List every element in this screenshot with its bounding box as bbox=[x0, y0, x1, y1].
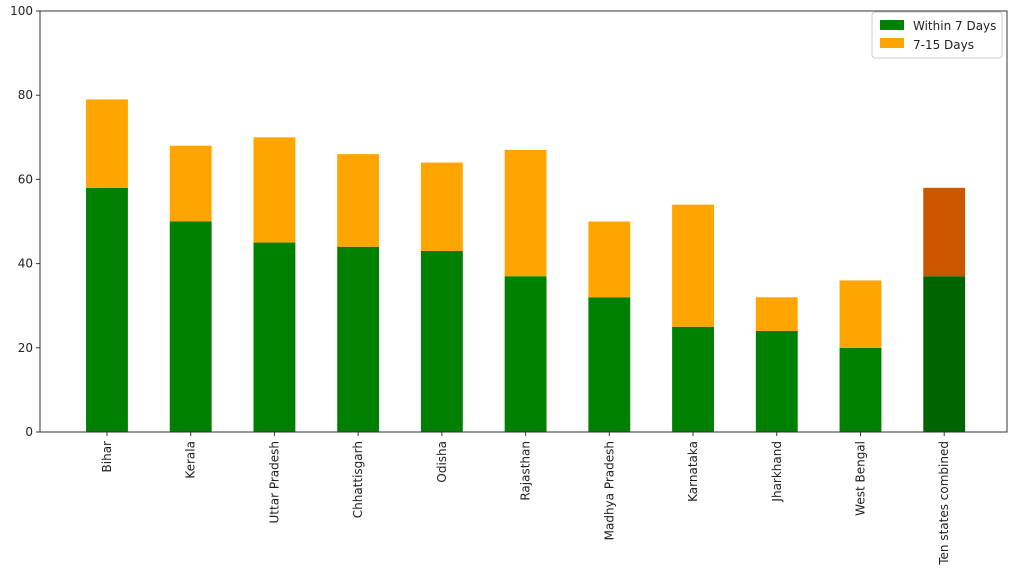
legend-box bbox=[871, 11, 1003, 59]
bar-odisha-within-7-days bbox=[420, 250, 463, 432]
bar-madhya-pradesh-within-7-days bbox=[588, 297, 631, 432]
y-tick-label-80: 80 bbox=[18, 88, 33, 102]
y-tick-label-40: 40 bbox=[18, 257, 33, 271]
bar-chhattisgarh-7-15-days bbox=[337, 154, 380, 247]
bar-uttar-pradesh-7-15-days bbox=[253, 137, 296, 243]
bar-west-bengal-7-15-days bbox=[839, 280, 882, 348]
x-tick-label-odisha: Odisha bbox=[435, 441, 449, 483]
bar-bihar-7-15-days bbox=[86, 99, 128, 188]
x-tick-label-uttar-pradesh: Uttar Pradesh bbox=[267, 441, 281, 523]
x-tick-label-rajasthan: Rajasthan bbox=[519, 441, 533, 501]
x-tick-label-karnataka: Karnataka bbox=[686, 441, 700, 502]
bar-rajasthan-within-7-days bbox=[504, 276, 547, 432]
x-tick-label-chhattisgarh: Chhattisgarh bbox=[351, 441, 365, 518]
x-tick-label-bihar: Bihar bbox=[100, 441, 114, 473]
legend-swatch-7-15-days bbox=[880, 38, 904, 48]
bar-jharkhand-within-7-days bbox=[755, 330, 798, 432]
x-tick-label-jharkhand: Jharkhand bbox=[770, 441, 784, 503]
y-tick-label-0: 0 bbox=[25, 425, 33, 439]
legend: Within 7 Days 7-15 Days bbox=[871, 11, 1003, 59]
legend-swatch-within-7-days bbox=[880, 20, 904, 30]
bar-bihar-within-7-days bbox=[86, 187, 128, 432]
bar-kerala-7-15-days bbox=[169, 145, 212, 222]
bar-karnataka-7-15-days bbox=[672, 204, 714, 327]
y-tick-label-100: 100 bbox=[10, 4, 33, 18]
x-axis: Bihar Kerala Uttar Pradesh Chhattisgarh Odis… bbox=[100, 432, 951, 566]
bar-chhattisgarh-within-7-days bbox=[337, 246, 380, 432]
x-tick-label-madhya-pradesh: Madhya Pradesh bbox=[602, 441, 616, 540]
plot-frame bbox=[39, 10, 1008, 433]
bar-uttar-pradesh-within-7-days bbox=[253, 242, 296, 432]
x-tick-label-ten-states-combined: Ten states combined bbox=[937, 441, 951, 566]
x-tick-label-west-bengal: West Bengal bbox=[853, 441, 867, 516]
legend-label-7-15-days: 7-15 Days bbox=[913, 38, 974, 52]
bar-karnataka-within-7-days bbox=[672, 326, 714, 432]
y-axis: 0 20 40 60 80 100 bbox=[10, 4, 40, 439]
x-tick-label-kerala: Kerala bbox=[184, 441, 198, 479]
bar-ten-states-combined-within-7-days bbox=[923, 276, 966, 432]
y-tick-label-60: 60 bbox=[18, 172, 33, 186]
bar-west-bengal-within-7-days bbox=[839, 347, 882, 432]
y-tick-label-20: 20 bbox=[18, 341, 33, 355]
bar-rajasthan-7-15-days bbox=[504, 149, 547, 277]
bars-layer bbox=[86, 99, 966, 432]
bar-jharkhand-7-15-days bbox=[755, 297, 798, 331]
bar-madhya-pradesh-7-15-days bbox=[588, 221, 631, 298]
bar-kerala-within-7-days bbox=[169, 221, 212, 432]
bar-odisha-7-15-days bbox=[420, 162, 463, 251]
legend-label-within-7-days: Within 7 Days bbox=[913, 19, 996, 33]
bar-ten-states-combined-7-15-days bbox=[923, 187, 966, 277]
